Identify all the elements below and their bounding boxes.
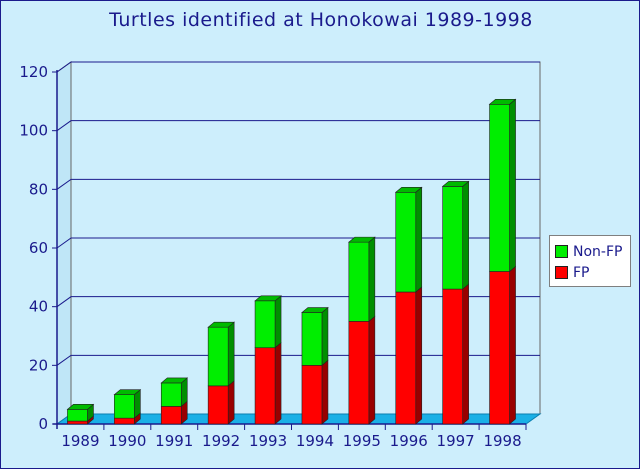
bar-fp-1991 (160, 406, 182, 425)
x-tick-label: 1991 (155, 432, 193, 450)
y-gridline (56, 354, 540, 366)
bar-fp-1989 (67, 420, 88, 425)
bar-non-fp-1993 (254, 300, 276, 349)
bar-non-fp-1989-top (66, 404, 95, 410)
bar-fp-1993 (254, 347, 276, 425)
y-tick-label: 80 (29, 180, 48, 198)
bar-fp-1994-side (321, 359, 329, 425)
bar-non-fp-1995-side (368, 236, 376, 322)
bar-fp-1997 (442, 288, 463, 425)
bar-non-fp-1998 (489, 103, 510, 272)
bar-non-fp-1990-top (113, 389, 142, 395)
y-tick-label: 120 (19, 63, 48, 81)
x-tick-label: 1992 (202, 432, 240, 450)
legend-swatch-fp (555, 266, 568, 279)
y-gridline (56, 237, 540, 249)
bar-non-fp-1996 (395, 191, 417, 293)
y-gridline (56, 178, 540, 190)
bar-non-fp-1998-side (509, 98, 516, 273)
x-tick-label: 1989 (61, 432, 99, 450)
legend-entry-non-fp: Non-FP (555, 241, 630, 262)
bar-fp-1998-side (509, 265, 516, 425)
bar-fp-1990 (114, 417, 135, 425)
bar-non-fp-1995-top (348, 236, 376, 243)
bar-non-fp-1993-side (274, 295, 282, 349)
x-tick-label: 1995 (343, 432, 381, 450)
legend-label-non-fp: Non-FP (573, 243, 623, 260)
bar-non-fp-1995 (348, 241, 370, 322)
bar-non-fp-1993-top (254, 295, 282, 302)
x-tick-label: 1993 (249, 432, 287, 450)
bar-fp-1992 (207, 385, 229, 425)
bar-non-fp-1989 (67, 409, 88, 422)
bar-fp-1996 (395, 291, 417, 425)
y-gridline (56, 120, 540, 132)
bar-non-fp-1997-side (462, 180, 469, 290)
bar-fp-1997-side (462, 283, 469, 425)
bar-non-fp-1991 (160, 382, 182, 407)
bar-non-fp-1996-side (415, 186, 423, 293)
bar-fp-1996-side (415, 286, 423, 425)
bar-non-fp-1994 (301, 312, 323, 366)
y-tick-label: 100 (19, 122, 48, 140)
legend-swatch-non-fp (555, 245, 568, 258)
bar-fp-1998 (489, 271, 510, 425)
legend-label-fp: FP (573, 264, 590, 281)
x-tick-label: 1996 (390, 432, 428, 450)
y-tick-label: 0 (38, 415, 48, 433)
bar-non-fp-1994-side (321, 306, 329, 366)
bar-non-fp-1997-top (441, 181, 470, 187)
bar-non-fp-1991-top (160, 377, 189, 384)
bar-non-fp-1990 (114, 394, 135, 419)
bar-non-fp-1992-top (207, 321, 235, 328)
bar-non-fp-1996-top (394, 186, 423, 193)
bar-non-fp-1994-top (301, 307, 329, 313)
x-tick-label: 1998 (483, 432, 521, 450)
legend-entry-fp: FP (555, 262, 630, 283)
x-tick-label: 1997 (437, 432, 475, 450)
bar-non-fp-1992 (207, 326, 229, 387)
chart-legend: Non-FP FP (549, 235, 631, 287)
bar-non-fp-1997 (442, 186, 463, 290)
bar-fp-1994 (301, 365, 323, 425)
bar-fp-1995 (348, 321, 370, 425)
y-tick-label: 20 (29, 356, 48, 374)
bar-fp-1992-side (227, 380, 235, 425)
y-tick-label: 40 (29, 298, 48, 316)
y-gridline (56, 61, 540, 73)
bar-fp-1995-side (368, 315, 376, 425)
y-gridline (56, 296, 540, 308)
bar-non-fp-1992-side (227, 321, 235, 387)
bar-non-fp-1998-top (488, 98, 517, 105)
bar-fp-1993-side (274, 342, 282, 425)
chart-title: Turtles identified at Honokowai 1989-199… (109, 9, 533, 31)
x-tick-label: 1994 (296, 432, 334, 450)
y-tick-label: 60 (29, 239, 48, 257)
x-tick-label: 1990 (108, 432, 146, 450)
